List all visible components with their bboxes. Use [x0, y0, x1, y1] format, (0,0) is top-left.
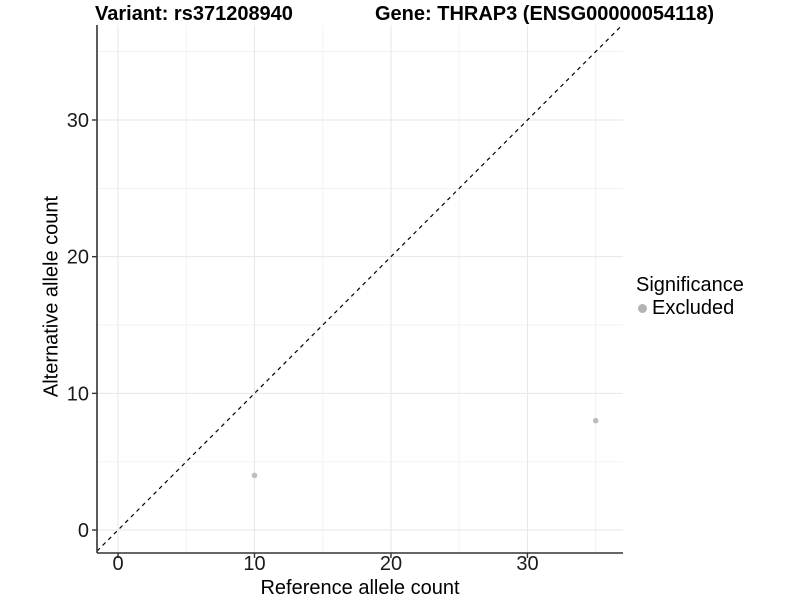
plot-title-variant: Variant: rs371208940	[95, 3, 293, 25]
x-tick-label: 0	[112, 553, 123, 575]
y-tick-label: 0	[78, 520, 89, 542]
x-axis-title: Reference allele count	[260, 577, 460, 599]
legend: Significance Excluded	[636, 274, 744, 319]
data-point	[251, 472, 258, 479]
x-tick-label: 20	[380, 553, 402, 575]
x-tick-label: 10	[243, 553, 265, 575]
y-axis-title: Alternative allele count	[40, 195, 63, 398]
y-tick-label: 30	[67, 110, 89, 132]
identity-line	[96, 24, 623, 552]
legend-item-label: Excluded	[652, 297, 735, 319]
plot-title-gene: Gene: THRAP3 (ENSG00000054118)	[375, 3, 715, 25]
y-tick-label: 10	[67, 383, 89, 405]
legend-item-excluded: Excluded	[636, 297, 744, 319]
x-tick-label: 30	[516, 553, 538, 575]
legend-point-icon	[638, 303, 647, 313]
legend-title: Significance	[636, 274, 744, 296]
y-tick-label: 20	[67, 247, 89, 269]
data-point	[592, 417, 599, 424]
